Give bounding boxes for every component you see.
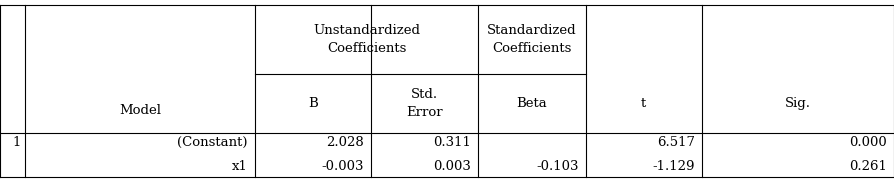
- Text: (Constant): (Constant): [177, 136, 248, 149]
- Text: Model: Model: [119, 104, 161, 117]
- Text: Std.
Error: Std. Error: [407, 88, 443, 119]
- Text: -1.129: -1.129: [652, 160, 695, 173]
- Text: Unstandardized
Coefficients: Unstandardized Coefficients: [313, 24, 420, 55]
- Text: 0.261: 0.261: [849, 160, 887, 173]
- Text: 0.311: 0.311: [434, 136, 471, 149]
- Text: Sig.: Sig.: [785, 97, 811, 110]
- Text: B: B: [308, 97, 317, 110]
- Text: 0.000: 0.000: [849, 136, 887, 149]
- Text: 2.028: 2.028: [326, 136, 364, 149]
- Text: x1: x1: [232, 160, 248, 173]
- Text: 6.517: 6.517: [656, 136, 695, 149]
- Text: Beta: Beta: [517, 97, 547, 110]
- Text: 0.003: 0.003: [434, 160, 471, 173]
- Text: -0.103: -0.103: [536, 160, 578, 173]
- Text: t: t: [641, 97, 646, 110]
- Text: Standardized
Coefficients: Standardized Coefficients: [487, 24, 577, 55]
- Text: 1: 1: [13, 136, 21, 149]
- Text: -0.003: -0.003: [321, 160, 364, 173]
